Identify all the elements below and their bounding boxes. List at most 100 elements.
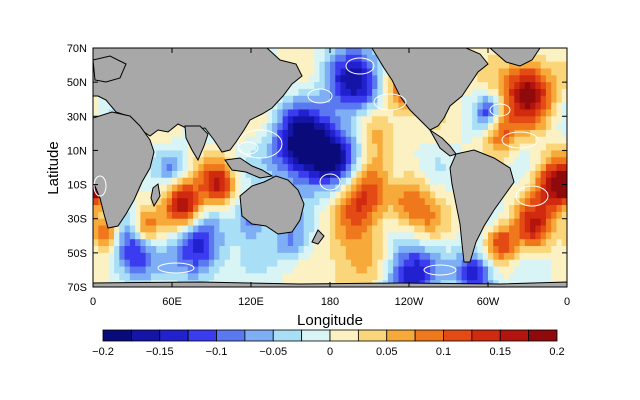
field-cell: [540, 239, 547, 247]
field-cell: [551, 61, 558, 70]
field-cell: [335, 225, 342, 233]
field-cell: [245, 129, 252, 138]
field-cell: [182, 239, 189, 247]
field-cell: [535, 191, 542, 199]
field-cell: [535, 239, 542, 247]
field-cell: [551, 184, 558, 192]
colorbar-tick-label: 0.1: [436, 346, 451, 358]
field-cell: [298, 143, 305, 152]
field-cell: [377, 177, 384, 186]
field-cell: [398, 109, 405, 117]
field-cell: [461, 116, 468, 124]
field-cell: [419, 123, 426, 131]
field-cell: [235, 211, 242, 220]
field-cell: [298, 170, 305, 179]
field-cell: [293, 102, 299, 111]
field-cell: [335, 143, 342, 152]
field-cell: [330, 48, 336, 56]
field-cell: [451, 252, 457, 261]
field-cell: [129, 259, 136, 268]
field-cell: [277, 266, 284, 274]
colorbar-tick-label: −0.1: [206, 346, 228, 358]
field-cell: [498, 75, 505, 83]
field-cell: [345, 259, 352, 268]
field-cell: [166, 246, 173, 254]
field-cell: [519, 259, 526, 268]
field-cell: [298, 218, 305, 227]
field-cell: [298, 123, 305, 131]
field-cell: [509, 136, 515, 145]
field-cell: [345, 232, 352, 240]
field-cell: [493, 123, 500, 131]
field-cell: [266, 129, 273, 138]
field-cell: [282, 48, 289, 56]
field-cell: [172, 184, 178, 192]
field-cell: [166, 232, 173, 240]
field-cell: [103, 239, 110, 247]
field-cell: [229, 170, 236, 179]
field-cell: [456, 225, 463, 233]
field-cell: [293, 95, 299, 104]
field-cell: [361, 164, 368, 172]
field-cell: [387, 88, 394, 97]
field-cell: [366, 225, 373, 233]
field-cell: [361, 198, 368, 206]
field-cell: [503, 232, 510, 240]
field-cell: [424, 191, 431, 199]
field-cell: [509, 75, 515, 83]
field-cell: [387, 225, 394, 233]
field-cell: [535, 61, 542, 70]
field-cell: [351, 164, 357, 172]
field-cell: [235, 246, 242, 254]
field-cell: [435, 129, 442, 138]
field-cell: [514, 157, 521, 165]
field-cell: [430, 273, 436, 281]
field-cell: [451, 273, 457, 281]
field-cell: [351, 82, 357, 90]
field-cell: [503, 150, 510, 158]
field-cell: [456, 232, 463, 240]
field-cell: [498, 82, 505, 90]
field-cell: [414, 129, 421, 138]
field-cell: [366, 259, 373, 268]
field-cell: [514, 184, 521, 192]
field-cell: [182, 252, 189, 261]
field-cell: [214, 239, 220, 247]
field-cell: [509, 116, 515, 124]
field-cell: [345, 198, 352, 206]
field-cell: [514, 225, 521, 233]
field-cell: [361, 61, 368, 70]
field-cell: [372, 184, 378, 192]
field-cell: [430, 143, 436, 152]
field-cell: [477, 232, 484, 240]
field-cell: [245, 273, 252, 281]
field-cell: [119, 252, 126, 261]
field-cell: [356, 88, 363, 97]
field-cell: [430, 184, 436, 192]
field-cell: [372, 211, 378, 220]
field-cell: [493, 136, 500, 145]
field-cell: [414, 170, 421, 179]
field-cell: [556, 136, 563, 145]
field-cell: [519, 205, 526, 213]
field-cell: [324, 143, 331, 152]
field-cell: [308, 143, 315, 152]
field-cell: [187, 170, 194, 179]
field-cell: [561, 177, 567, 186]
field-cell: [356, 246, 363, 254]
field-cell: [161, 170, 168, 179]
field-cell: [330, 205, 336, 213]
field-cell: [493, 61, 500, 70]
field-cell: [356, 129, 363, 138]
field-cell: [466, 88, 473, 97]
field-cell: [545, 266, 552, 274]
field-cell: [335, 75, 342, 83]
field-cell: [330, 109, 336, 117]
field-cell: [535, 177, 542, 186]
field-cell: [519, 123, 526, 131]
field-cell: [482, 102, 489, 111]
field-cell: [488, 225, 494, 233]
field-cell: [351, 123, 357, 131]
field-cell: [166, 164, 173, 172]
field-cell: [351, 273, 357, 281]
